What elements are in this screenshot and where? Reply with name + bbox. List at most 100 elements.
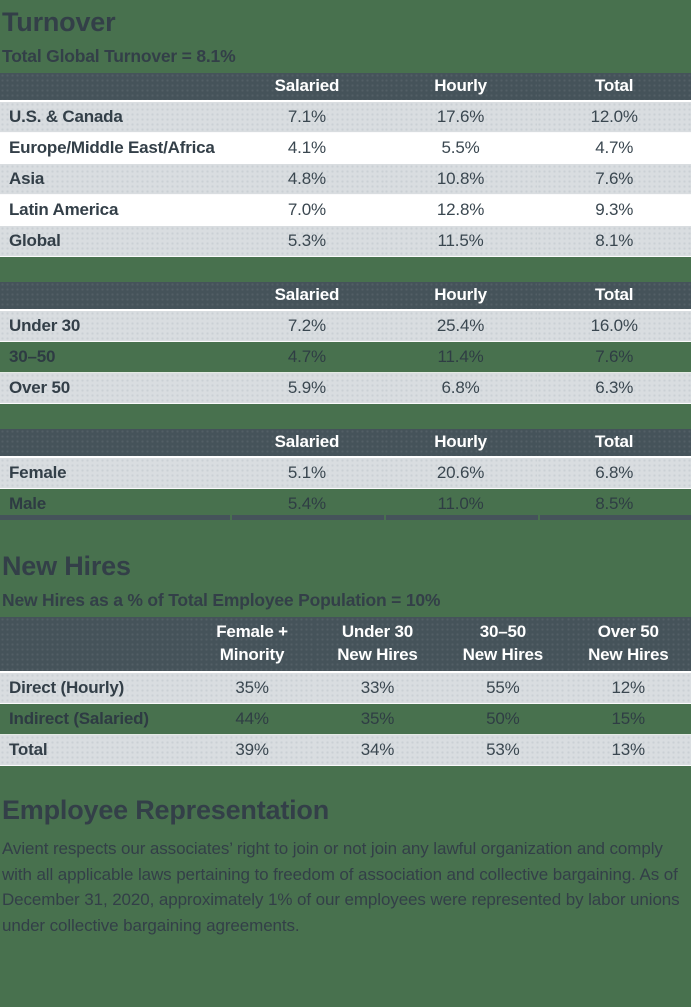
column-header: Salaried xyxy=(230,73,384,102)
cell-value: 44% xyxy=(189,704,315,735)
clipped-header-rule xyxy=(0,515,691,520)
table-row: Latin America 7.0% 12.8% 9.3% xyxy=(0,195,691,226)
row-label: Total xyxy=(0,735,190,766)
table-row: Europe/Middle East/Africa 4.1% 5.5% 4.7% xyxy=(0,133,691,164)
cell-value: 5.4% xyxy=(287,494,326,513)
row-label: Under 30 xyxy=(0,311,231,342)
row-label: Female xyxy=(0,458,231,489)
row-label: Indirect (Salaried) xyxy=(0,704,190,735)
column-header: 30–50 New Hires xyxy=(440,617,566,673)
table-row: Male 5.4% 11.0% 8.5% xyxy=(0,489,691,519)
turnover-age-table: Salaried Hourly Total Under 30 7.2% 25.4% 16.0… xyxy=(0,282,691,404)
cell-value: 11.4% xyxy=(383,342,538,373)
cell-value: 33% xyxy=(314,673,441,704)
new-hires-table: Female + Minority Under 30 New Hires 30–50… xyxy=(0,617,691,766)
column-header: Hourly xyxy=(383,429,538,458)
cell-value: 16.0% xyxy=(537,311,691,342)
cell-value: 34% xyxy=(314,735,441,766)
column-header: Salaried xyxy=(230,429,384,458)
cell-value: 4.7% xyxy=(537,133,691,164)
cell-value: 12.8% xyxy=(383,195,538,226)
row-label: Direct (Hourly) xyxy=(0,673,190,704)
cell-value: 25.4% xyxy=(383,311,538,342)
cell-value: 50% xyxy=(440,704,566,735)
cell-value: 6.3% xyxy=(537,373,691,404)
table-header-row: Salaried Hourly Total xyxy=(0,73,691,102)
cell-value: 7.2% xyxy=(230,311,384,342)
cell-value: 10.8% xyxy=(383,164,538,195)
row-label: Latin America xyxy=(0,195,231,226)
column-header-empty xyxy=(0,429,231,458)
cell-value: 5.3% xyxy=(230,226,384,257)
rule-segment xyxy=(0,515,230,520)
employee-representation-paragraph: Avient respects our associates’ right to… xyxy=(2,839,680,935)
cell-value: 5.5% xyxy=(383,133,538,164)
cell-value: 11.0% xyxy=(437,494,484,513)
cell-value: 11.5% xyxy=(383,226,538,257)
table-header-row: Salaried Hourly Total xyxy=(0,282,691,311)
row-label: Asia xyxy=(0,164,231,195)
column-header: Total xyxy=(537,282,691,311)
row-label: Over 50 xyxy=(0,373,231,404)
column-header: Over 50 New Hires xyxy=(565,617,691,673)
cell-value: 5.1% xyxy=(230,458,384,489)
column-header: Total xyxy=(537,73,691,102)
table-row: U.S. & Canada 7.1% 17.6% 12.0% xyxy=(0,102,691,133)
rule-segment xyxy=(232,515,384,520)
row-label: Global xyxy=(0,226,231,257)
new-hires-heading: New Hires xyxy=(2,551,131,581)
row-label: Europe/Middle East/Africa xyxy=(0,133,231,164)
cell-value: 7.0% xyxy=(230,195,384,226)
cell-value: 4.7% xyxy=(230,342,384,373)
table-header-row: Female + Minority Under 30 New Hires 30–50… xyxy=(0,617,691,673)
cell-value: 6.8% xyxy=(537,458,691,489)
employee-representation-heading: Employee Representation xyxy=(2,795,329,825)
turnover-gender-table: Salaried Hourly Total Female 5.1% 20.6% 6.8% Ma… xyxy=(0,429,691,519)
column-header: Hourly xyxy=(383,73,538,102)
column-header-empty xyxy=(0,282,231,311)
cell-value: 7.6% xyxy=(537,164,691,195)
table-row: Total 39% 34% 53% 13% xyxy=(0,735,691,766)
cell-value: 7.6% xyxy=(537,342,691,373)
cell-value: 17.6% xyxy=(383,102,538,133)
cell-value: 4.8% xyxy=(230,164,384,195)
turnover-heading: Turnover xyxy=(2,7,116,37)
table-row: Female 5.1% 20.6% 6.8% xyxy=(0,458,691,489)
cell-value: 7.1% xyxy=(230,102,384,133)
turnover-subtitle: Total Global Turnover = 8.1% xyxy=(2,46,236,66)
cell-value: 8.1% xyxy=(537,226,691,257)
cell-value: 5.9% xyxy=(230,373,384,404)
cell-value: 39% xyxy=(189,735,315,766)
table-row: Under 30 7.2% 25.4% 16.0% xyxy=(0,311,691,342)
row-label: U.S. & Canada xyxy=(0,102,231,133)
cell-value: 13% xyxy=(565,735,691,766)
rule-segment xyxy=(540,515,691,520)
column-header: Hourly xyxy=(383,282,538,311)
table-row: Over 50 5.9% 6.8% 6.3% xyxy=(0,373,691,404)
cell-value: 15% xyxy=(565,704,691,735)
column-header-empty xyxy=(0,73,231,102)
cell-value: 20.6% xyxy=(383,458,538,489)
column-header: Salaried xyxy=(230,282,384,311)
table-row: Asia 4.8% 10.8% 7.6% xyxy=(0,164,691,195)
column-header: Under 30 New Hires xyxy=(314,617,441,673)
table-row: 30–50 4.7% 11.4% 7.6% xyxy=(0,342,691,373)
table-row: Direct (Hourly) 35% 33% 55% 12% xyxy=(0,673,691,704)
cell-value: 8.5% xyxy=(595,494,634,513)
turnover-region-table: Salaried Hourly Total U.S. & Canada 7.1% 17.6… xyxy=(0,73,691,257)
table-header-row: Salaried Hourly Total xyxy=(0,429,691,458)
new-hires-subtitle: New Hires as a % of Total Employee Popul… xyxy=(2,590,441,610)
table-row: Global 5.3% 11.5% 8.1% xyxy=(0,226,691,257)
row-label: 30–50 xyxy=(0,342,231,373)
cell-value: 35% xyxy=(189,673,315,704)
cell-value: 55% xyxy=(440,673,566,704)
cell-value: 12.0% xyxy=(537,102,691,133)
cell-value: 35% xyxy=(314,704,441,735)
cell-value: 12% xyxy=(565,673,691,704)
column-header: Female + Minority xyxy=(189,617,315,673)
cell-value: 4.1% xyxy=(230,133,384,164)
cell-value: 53% xyxy=(440,735,566,766)
column-header: Total xyxy=(537,429,691,458)
row-label: Male xyxy=(9,494,46,513)
cell-value: 6.8% xyxy=(383,373,538,404)
